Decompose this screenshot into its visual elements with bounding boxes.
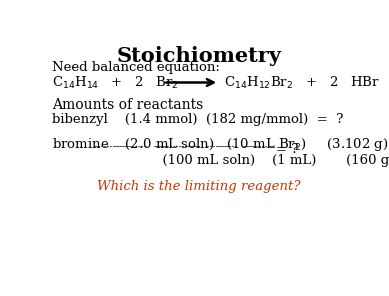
Text: C$_{14}$H$_{14}$   +   2   Br$_{2}$: C$_{14}$H$_{14}$ + 2 Br$_{2}$: [52, 75, 179, 91]
Text: C$_{14}$H$_{12}$Br$_{2}$   +   2   HBr: C$_{14}$H$_{12}$Br$_{2}$ + 2 HBr: [224, 75, 380, 91]
Text: Amounts of reactants: Amounts of reactants: [52, 98, 203, 112]
Text: bibenzyl    (1.4 mmol)  (182 mg/mmol)  =  ?: bibenzyl (1.4 mmol) (182 mg/mmol) = ?: [52, 112, 343, 126]
Text: (100 mL soln)    (1 mL)       (160 g): (100 mL soln) (1 mL) (160 g): [52, 154, 389, 167]
Text: Stoichiometry: Stoichiometry: [117, 46, 281, 65]
Text: Which is the limiting reagent?: Which is the limiting reagent?: [97, 180, 301, 193]
Text: = ?: = ?: [276, 143, 298, 156]
Text: Need balanced equation:: Need balanced equation:: [52, 61, 220, 74]
Text: bromine    (2.0 mL soln)   (10 mL Br$_2$)     (3.102 g)   (1 mol): bromine (2.0 mL soln) (10 mL Br$_2$) (3.…: [52, 136, 389, 153]
